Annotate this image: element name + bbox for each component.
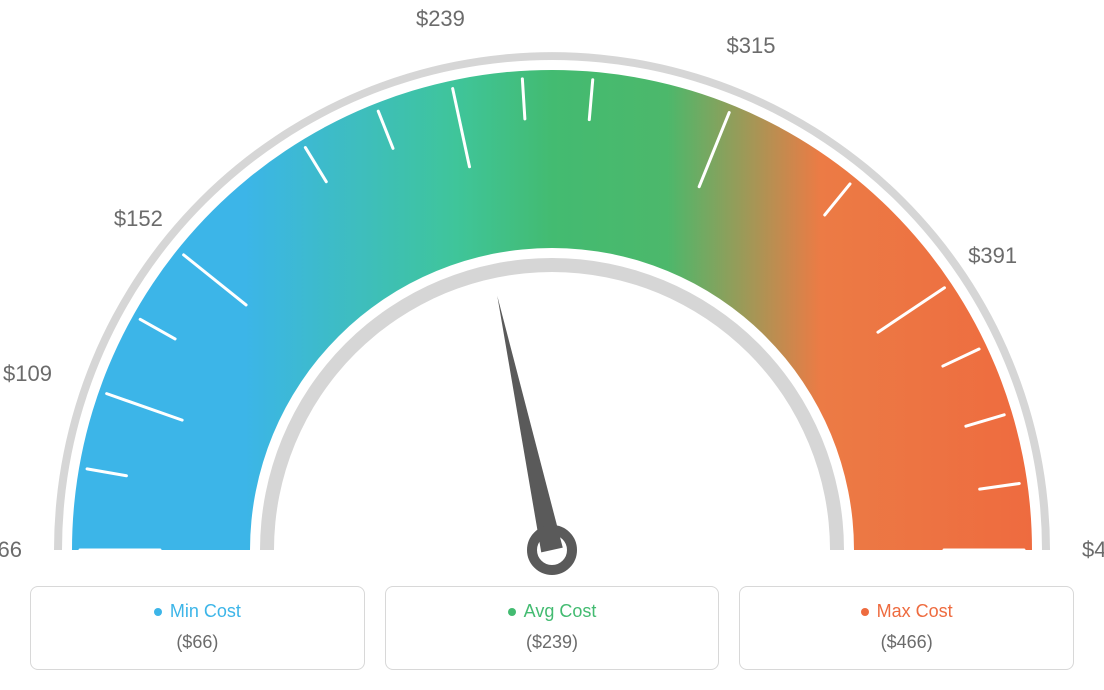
legend-card-min: Min Cost ($66) bbox=[30, 586, 365, 670]
legend-title-avg: Avg Cost bbox=[508, 601, 597, 622]
cost-gauge-chart: $66$109$152$239$315$391$466 bbox=[22, 20, 1082, 580]
legend-label-min: Min Cost bbox=[170, 601, 241, 622]
gauge-tick-label: $109 bbox=[3, 361, 52, 387]
legend-title-max: Max Cost bbox=[861, 601, 953, 622]
legend-label-avg: Avg Cost bbox=[524, 601, 597, 622]
legend-value-avg: ($239) bbox=[386, 632, 719, 653]
gauge-svg bbox=[22, 20, 1082, 580]
legend-card-max: Max Cost ($466) bbox=[739, 586, 1074, 670]
legend-row: Min Cost ($66) Avg Cost ($239) Max Cost … bbox=[30, 586, 1074, 670]
gauge-tick-label: $466 bbox=[1082, 537, 1104, 563]
gauge-tick-label: $66 bbox=[0, 537, 22, 563]
legend-card-avg: Avg Cost ($239) bbox=[385, 586, 720, 670]
legend-label-max: Max Cost bbox=[877, 601, 953, 622]
legend-value-min: ($66) bbox=[31, 632, 364, 653]
legend-value-max: ($466) bbox=[740, 632, 1073, 653]
gauge-tick-label: $391 bbox=[968, 243, 1017, 269]
gauge-tick-label: $315 bbox=[726, 33, 775, 59]
gauge-tick-label: $239 bbox=[416, 6, 465, 32]
legend-dot-avg bbox=[508, 608, 516, 616]
legend-dot-max bbox=[861, 608, 869, 616]
legend-dot-min bbox=[154, 608, 162, 616]
legend-title-min: Min Cost bbox=[154, 601, 241, 622]
gauge-tick-label: $152 bbox=[114, 206, 163, 232]
